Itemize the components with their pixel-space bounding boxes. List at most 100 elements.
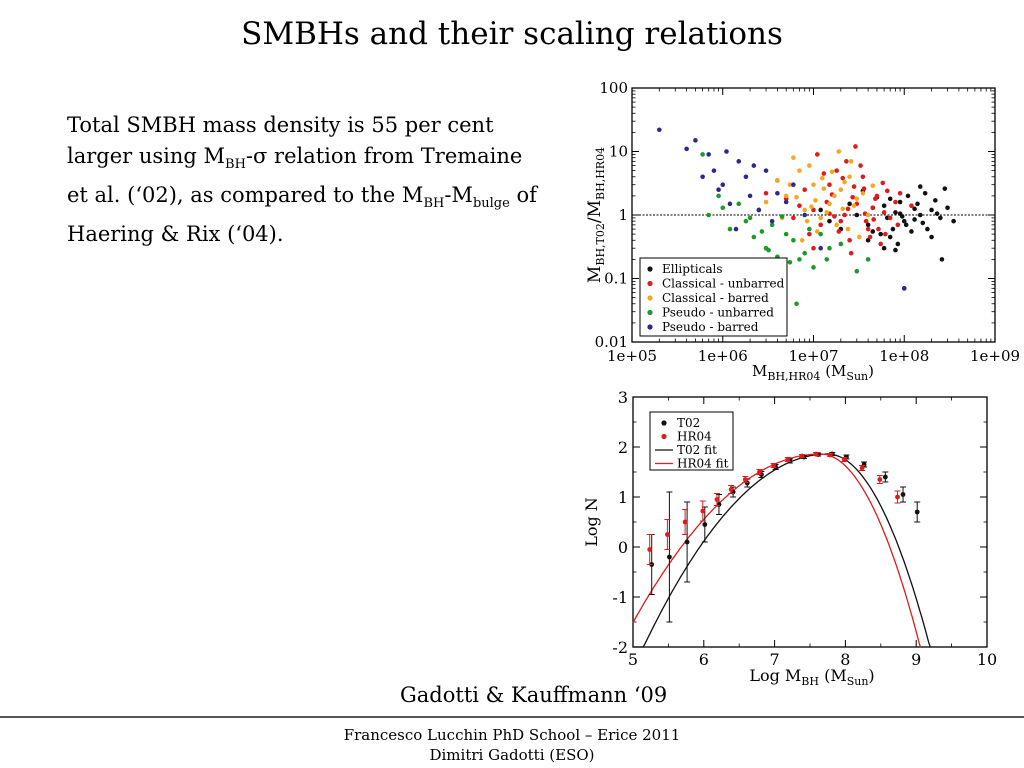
scatter-point xyxy=(829,169,835,175)
data-point xyxy=(827,452,833,458)
scatter-point xyxy=(791,155,796,160)
data-point xyxy=(771,463,776,468)
scatter-point xyxy=(836,149,842,154)
scatter-point xyxy=(836,229,842,234)
scatter-point xyxy=(873,196,878,202)
scatter-point xyxy=(838,187,844,193)
scatter-point xyxy=(842,179,847,185)
scatter-point xyxy=(736,159,742,164)
scatter-legend-box xyxy=(639,257,788,337)
scatter-ylabel: MBH,T02/MBH,HR04 xyxy=(585,147,607,283)
scatter-point xyxy=(763,168,769,173)
scatter-point xyxy=(727,226,733,232)
data-point xyxy=(914,509,920,515)
scatter-point xyxy=(827,218,832,224)
scatter-point xyxy=(840,175,846,181)
scatter-point xyxy=(912,206,917,212)
scatter-point xyxy=(797,257,802,262)
data-point xyxy=(714,497,720,502)
scatter-point xyxy=(942,186,948,191)
scatter-point xyxy=(912,217,917,222)
scatter-point xyxy=(883,231,888,237)
scatter-point xyxy=(827,182,832,188)
scatter-point xyxy=(763,199,769,205)
scatter-xtick-label: 1e+05 xyxy=(607,347,657,365)
scatter-point xyxy=(775,178,780,183)
line-ytick-label: -1 xyxy=(612,588,628,607)
scatter-point xyxy=(865,222,871,228)
scatter-xtick-label: 1e+09 xyxy=(970,347,1020,365)
scatter-point xyxy=(851,203,857,209)
scatter-point xyxy=(751,163,757,168)
scatter-point xyxy=(887,234,893,240)
fit-line xyxy=(632,453,922,648)
scatter-point xyxy=(893,199,898,205)
scatter-point xyxy=(811,265,816,270)
scatter-point xyxy=(802,250,808,256)
scatter-point xyxy=(797,168,802,173)
bullet-text: Total SMBH mass density is 55 per cent l… xyxy=(67,113,537,247)
scatter-point xyxy=(804,218,810,224)
scatter-point xyxy=(895,241,901,247)
data-point xyxy=(900,492,906,497)
scatter-point xyxy=(811,182,816,188)
scatter-point xyxy=(887,215,893,221)
scatter-point xyxy=(716,187,721,193)
scatter-point xyxy=(736,201,742,207)
data-point xyxy=(882,474,888,480)
scatter-point xyxy=(929,234,934,240)
scatter-point xyxy=(700,174,705,180)
scatter-xlabel: MBH,HR04 (MSun) xyxy=(752,362,874,383)
data-point xyxy=(859,465,865,471)
scatter-point xyxy=(807,226,812,232)
scatter-point xyxy=(827,245,832,251)
scatter-legend-marker xyxy=(647,309,653,316)
scatter-point xyxy=(878,231,883,237)
scatter-point xyxy=(783,199,789,205)
line-legend-label: T02 xyxy=(677,416,700,430)
scatter-point xyxy=(747,215,753,221)
scatter-point xyxy=(858,163,863,168)
scatter-legend-label: Classical - barred xyxy=(662,291,769,305)
slide-title: SMBHs and their scaling relations xyxy=(241,16,783,52)
scatter-point xyxy=(845,226,851,232)
scatter-point xyxy=(814,152,820,157)
scatter-point xyxy=(857,234,862,240)
scatter-point xyxy=(756,207,762,213)
scatter-point xyxy=(851,184,857,189)
scatter-legend-label: Pseudo - barred xyxy=(662,320,759,334)
scatter-point xyxy=(860,190,866,196)
data-point xyxy=(665,532,670,537)
line-xtick-label: 6 xyxy=(699,650,709,669)
scatter-xtick-label: 1e+06 xyxy=(698,347,748,365)
scatter-point xyxy=(925,226,930,232)
scatter-point xyxy=(818,245,823,251)
line-xtick-label: 10 xyxy=(977,650,997,669)
data-point xyxy=(757,469,762,475)
scatter-point xyxy=(813,198,818,203)
scatter-point xyxy=(814,229,820,234)
scatter-point xyxy=(863,218,869,224)
scatter-point xyxy=(934,211,940,216)
scatter-point xyxy=(917,184,923,189)
scatter-point xyxy=(865,226,871,232)
fit-line xyxy=(633,453,932,648)
scatter-point xyxy=(787,182,793,188)
scatter-point xyxy=(870,205,876,211)
scatter-point xyxy=(884,188,890,194)
data-point xyxy=(895,494,900,500)
scatter-point xyxy=(824,210,830,215)
scatter-point xyxy=(881,203,887,209)
scatter-point xyxy=(832,214,837,219)
scatter-point xyxy=(657,127,662,133)
scatter-point xyxy=(847,201,852,207)
scatter-legend-marker xyxy=(647,266,653,272)
scatter-point xyxy=(867,234,873,240)
scatter-point xyxy=(840,206,846,212)
footer-line-1: Francesco Lucchin PhD School – Erice 201… xyxy=(343,726,681,744)
scatter-point xyxy=(901,286,907,291)
scatter-point xyxy=(821,171,827,176)
scatter-point xyxy=(897,211,903,216)
